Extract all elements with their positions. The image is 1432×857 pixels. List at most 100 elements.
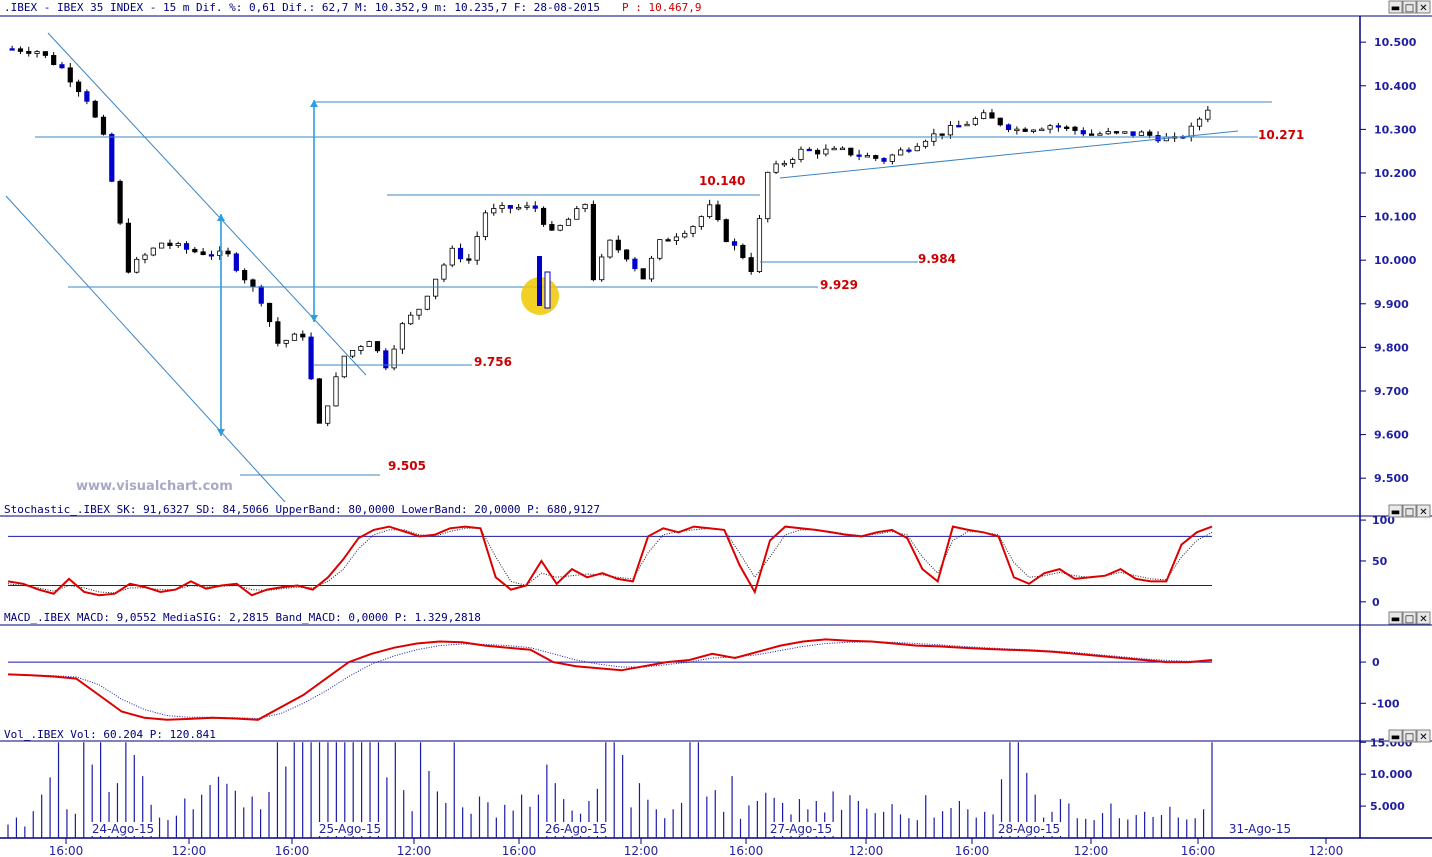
candle bbox=[748, 252, 754, 275]
macd-line bbox=[7, 638, 1213, 721]
candle bbox=[1080, 127, 1086, 137]
minimize-button[interactable]: ▬ bbox=[1388, 611, 1403, 625]
candle bbox=[906, 147, 912, 154]
candle bbox=[632, 256, 638, 272]
date-label-bg bbox=[542, 822, 610, 836]
panel-header-bar bbox=[0, 0, 1432, 16]
svg-text:□: □ bbox=[1405, 507, 1414, 518]
highlighted-candle bbox=[544, 271, 551, 309]
vol-axis-label: 5.000 bbox=[1370, 800, 1405, 813]
candle bbox=[532, 201, 538, 213]
candle bbox=[898, 147, 904, 156]
close-button[interactable]: ✕ bbox=[1416, 0, 1431, 14]
candle bbox=[773, 160, 779, 175]
minimize-button[interactable]: ▬ bbox=[1388, 504, 1403, 518]
trendlines-layer: 10.271 10.140 9.984 9.929 9.756 9.505 bbox=[5, 32, 1304, 503]
close-button[interactable]: ✕ bbox=[1416, 504, 1431, 518]
candle bbox=[200, 247, 206, 256]
date-label: 27-Ago-15 bbox=[770, 822, 832, 836]
svg-text:▬: ▬ bbox=[1391, 614, 1400, 625]
maximize-button[interactable]: □ bbox=[1402, 0, 1417, 14]
price-level-label: 9.984 bbox=[918, 252, 956, 266]
candle bbox=[109, 132, 115, 183]
candle bbox=[266, 302, 273, 327]
candle bbox=[972, 116, 978, 126]
maximize-button[interactable]: □ bbox=[1402, 611, 1417, 625]
candle bbox=[981, 109, 987, 120]
candle bbox=[698, 215, 704, 230]
date-label: 31-Ago-15 bbox=[1229, 822, 1291, 836]
svg-text:□: □ bbox=[1405, 732, 1414, 743]
candle bbox=[283, 339, 289, 348]
svg-text:▬: ▬ bbox=[1391, 507, 1400, 518]
stoch-header: Stochastic_.IBEX SK: 91,6327 SD: 84,5066… bbox=[4, 503, 600, 516]
candle bbox=[806, 147, 812, 152]
measure-arrow-right bbox=[310, 100, 318, 322]
window-buttons[interactable]: ▬ □ ✕ ▬ □ ✕ ▬ □ ✕ ▬ □ ✕ bbox=[1388, 0, 1431, 743]
minimize-button[interactable]: ▬ bbox=[1388, 729, 1403, 743]
channel-lower-line bbox=[5, 195, 286, 503]
candle bbox=[142, 252, 148, 264]
close-button[interactable]: ✕ bbox=[1416, 611, 1431, 625]
maximize-button[interactable]: □ bbox=[1402, 504, 1417, 518]
candle bbox=[1022, 127, 1028, 132]
candle bbox=[549, 221, 555, 231]
svg-text:✕: ✕ bbox=[1419, 732, 1427, 743]
candle bbox=[964, 121, 970, 127]
candle bbox=[366, 340, 372, 347]
candle bbox=[781, 160, 787, 167]
candle bbox=[790, 157, 796, 168]
y-axis-label: 10.500 bbox=[1374, 36, 1417, 49]
candle bbox=[881, 157, 887, 165]
candle bbox=[765, 171, 771, 223]
candle bbox=[408, 311, 414, 326]
candle bbox=[1138, 130, 1145, 136]
date-label: 26-Ago-15 bbox=[545, 822, 607, 836]
y-axis-label: 9.500 bbox=[1374, 472, 1409, 485]
candle bbox=[1122, 131, 1128, 135]
y-axis-label: 9.900 bbox=[1374, 298, 1409, 311]
close-button[interactable]: ✕ bbox=[1416, 729, 1431, 743]
candle bbox=[1039, 127, 1045, 132]
x-axis-time-label: 12:00 bbox=[1074, 844, 1109, 857]
candle bbox=[682, 230, 688, 239]
stoch-sd-line bbox=[7, 527, 1213, 594]
candle bbox=[233, 252, 239, 273]
vol-header: Vol_.IBEX Vol: 60.204 P: 120.841 bbox=[4, 728, 216, 741]
svg-text:✕: ✕ bbox=[1419, 614, 1427, 625]
candle bbox=[325, 405, 331, 427]
candle bbox=[17, 46, 24, 55]
candle bbox=[707, 199, 713, 219]
candle bbox=[482, 210, 489, 241]
candle bbox=[997, 117, 1003, 127]
candle bbox=[640, 268, 646, 280]
x-axis-time-label: 16:00 bbox=[502, 844, 537, 857]
candles-layer bbox=[9, 45, 1211, 427]
minimize-button[interactable]: ▬ bbox=[1388, 0, 1403, 14]
candle bbox=[258, 284, 264, 307]
price-level-label: 9.505 bbox=[388, 459, 426, 473]
candle bbox=[1014, 126, 1020, 135]
candle bbox=[740, 243, 746, 260]
candle bbox=[1047, 124, 1053, 134]
candle bbox=[690, 225, 696, 238]
candle bbox=[673, 233, 680, 246]
candle bbox=[59, 62, 65, 69]
panel-header-bar bbox=[0, 610, 1432, 625]
x-axis-time-label: 12:00 bbox=[172, 844, 207, 857]
candle bbox=[914, 143, 920, 152]
candle bbox=[399, 321, 406, 354]
candle bbox=[922, 139, 929, 149]
candle bbox=[715, 200, 721, 222]
candle bbox=[67, 62, 73, 88]
candle bbox=[358, 345, 364, 355]
x-axis-time-label: 16:00 bbox=[1181, 844, 1216, 857]
maximize-button[interactable]: □ bbox=[1402, 729, 1417, 743]
candle bbox=[416, 308, 422, 320]
candle bbox=[374, 341, 381, 353]
candle bbox=[125, 218, 131, 274]
candle bbox=[150, 247, 156, 257]
candle bbox=[873, 154, 879, 161]
candle bbox=[383, 348, 389, 371]
